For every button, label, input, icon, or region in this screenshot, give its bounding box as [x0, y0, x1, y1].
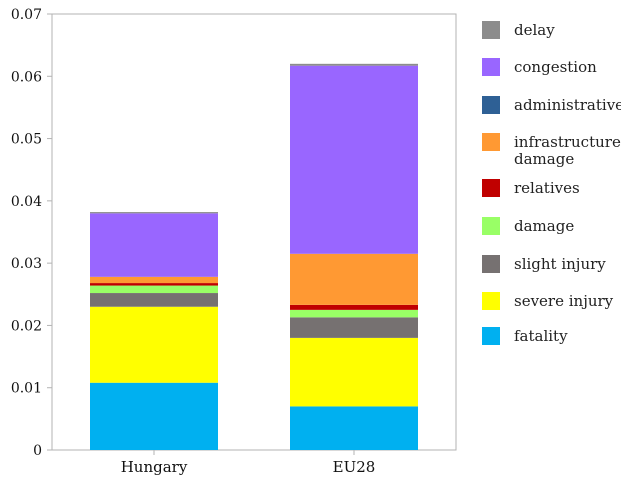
legend-label-fatality: fatality [514, 327, 568, 345]
bar-segment-eu28-congestion [290, 65, 418, 254]
legend-label-delay: delay [514, 21, 555, 39]
legend-label-administrative: administrative [514, 96, 621, 114]
bar-segment-eu28-relatives [290, 304, 418, 310]
x-category-label: Hungary [121, 458, 188, 476]
bar-segment-eu28-slight-injury [290, 317, 418, 338]
legend-label-slight-injury: slight injury [514, 255, 606, 273]
y-tick-label: 0.02 [11, 318, 42, 334]
x-category-label: EU28 [333, 458, 376, 476]
legend-swatch-congestion [482, 58, 500, 76]
legend-swatch-fatality [482, 327, 500, 345]
bar-segment-eu28-delay [290, 63, 418, 66]
legend-swatch-relatives [482, 179, 500, 197]
y-tick-label: 0.04 [11, 194, 42, 210]
legend-label-infrastructure-damage: infrastructure damage [514, 133, 621, 168]
legend-swatch-damage [482, 217, 500, 235]
bar-segment-hungary-fatality [90, 382, 218, 450]
legend-label-severe-injury: severe injury [514, 292, 614, 310]
bar-segment-hungary-slight-injury [90, 293, 218, 307]
bar-segment-eu28-damage [290, 309, 418, 318]
plot-frame [51, 13, 457, 451]
legend-swatch-infrastructure-damage [482, 133, 500, 151]
bar-segment-hungary-delay [90, 212, 218, 214]
bar-segment-eu28-fatality [290, 406, 418, 450]
bar-segment-hungary-damage [90, 285, 218, 294]
bar-segment-hungary-relatives [90, 283, 218, 286]
bar-segment-hungary-infrastructure-damage [90, 276, 218, 284]
legend-swatch-slight-injury [482, 255, 500, 273]
y-tick-label: 0.06 [11, 69, 42, 85]
y-tick-label: 0 [33, 443, 42, 459]
legend-label-relatives: relatives [514, 179, 580, 197]
y-tick-label: 0.05 [11, 132, 42, 148]
bar-segment-hungary-severe-injury [90, 306, 218, 383]
y-tick-label: 0.03 [11, 256, 42, 272]
legend-label-damage: damage [514, 217, 574, 235]
y-tick-label: 0.01 [11, 381, 42, 397]
bar-segment-hungary-congestion [90, 213, 218, 277]
y-tick-label: 0.07 [11, 7, 42, 23]
legend-swatch-severe-injury [482, 292, 500, 310]
bar-segment-eu28-infrastructure-damage [290, 253, 418, 305]
legend-swatch-delay [482, 21, 500, 39]
legend-swatch-administrative [482, 96, 500, 114]
bar-segment-eu28-severe-injury [290, 337, 418, 407]
legend-label-congestion: congestion [514, 58, 597, 76]
